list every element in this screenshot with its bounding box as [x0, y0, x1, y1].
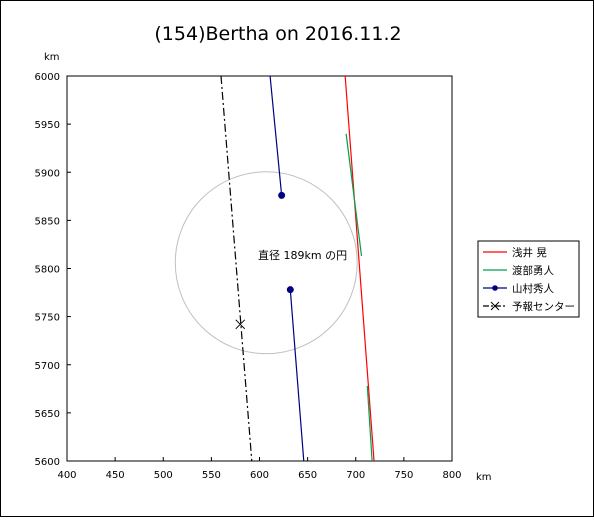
legend-label: 浅井 晃: [512, 246, 547, 259]
y-tick-label: 5700: [35, 361, 60, 372]
y-tick-label: 5850: [35, 216, 60, 227]
x-axis-label: km: [476, 472, 492, 483]
x-tick-label: 800: [442, 470, 461, 481]
series-layer: [220, 75, 375, 462]
y-tick-label: 5900: [35, 168, 60, 179]
series-point-2: [278, 191, 286, 199]
legend-marker: [492, 285, 498, 291]
circle-annotation: 直径 189km の円: [258, 248, 347, 262]
x-tick-label: 750: [394, 470, 413, 481]
legend-label: 渡部勇人: [512, 264, 554, 277]
chart-title: (154)Bertha on 2016.11.2: [154, 23, 401, 45]
x-tick-label: 650: [298, 470, 317, 481]
y-tick-label: 5750: [35, 313, 60, 324]
y-tick-label: 5950: [35, 120, 60, 131]
series-line-3: [220, 75, 253, 462]
series-line-1: [366, 385, 373, 462]
x-tick-label: 700: [346, 470, 365, 481]
series-line-1: [345, 133, 363, 257]
series-point-3: [235, 319, 246, 330]
x-tick-label: 550: [202, 470, 221, 481]
y-tick-label: 5650: [35, 409, 60, 420]
series-line-2: [269, 75, 283, 196]
diameter-circle: [174, 171, 358, 355]
legend-marker: [490, 301, 500, 311]
y-axis-label: km: [44, 52, 60, 63]
plot-area: [66, 75, 453, 462]
x-tick-label: 450: [106, 470, 125, 481]
legend: [477, 240, 580, 318]
x-tick-label: 400: [57, 470, 76, 481]
series-line-2: [289, 289, 305, 462]
x-tick-label: 500: [154, 470, 173, 481]
series-line-0: [344, 75, 375, 462]
x-tick-label: 600: [250, 470, 269, 481]
y-tick-label: 6000: [35, 72, 60, 83]
series-point-2: [286, 286, 294, 294]
y-tick-label: 5800: [35, 265, 60, 276]
y-tick-label: 5600: [35, 457, 60, 468]
legend-label: 山村秀人: [512, 282, 554, 295]
x-marker-stroke: [235, 319, 246, 330]
diameter-circle-layer: [174, 171, 358, 355]
legend-label: 予報センター: [512, 301, 575, 313]
axis-ticks: 400 450 500 550 600 650 700 750 800 5600 5650 5700 5…: [35, 72, 462, 481]
